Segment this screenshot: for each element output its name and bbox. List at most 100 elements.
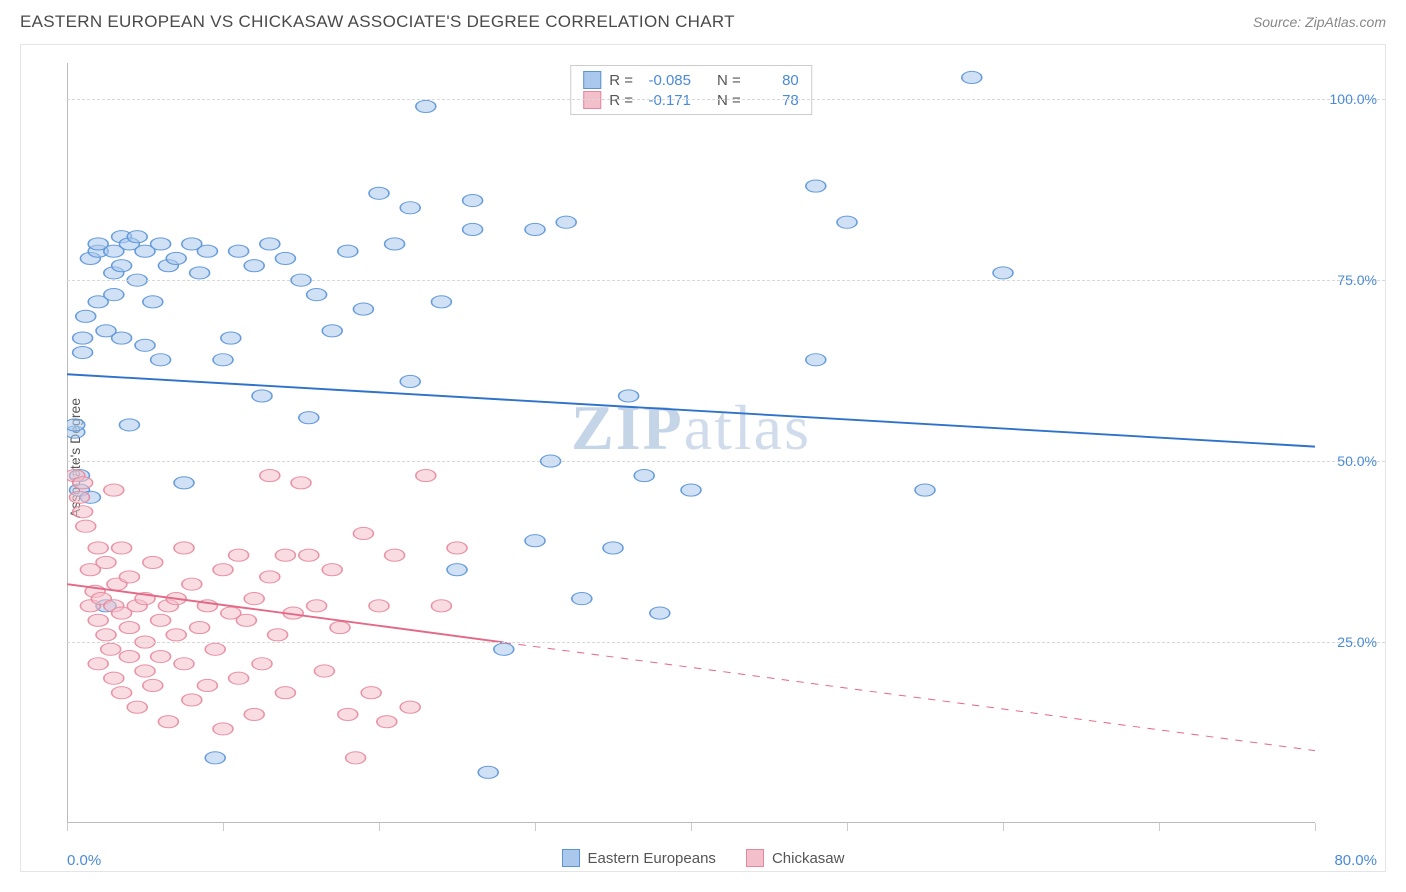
stats-legend: R = -0.085 N = 80 R = -0.171 N = 78 [570,65,812,115]
data-point [112,542,132,554]
x-tick [223,823,224,831]
data-point [166,252,186,264]
data-point [385,549,405,561]
x-tick [379,823,380,831]
data-point [275,252,295,264]
x-tick [67,823,68,831]
data-point [221,332,241,344]
data-point [213,564,233,576]
data-point [463,223,483,235]
data-point [151,354,171,366]
data-point [190,267,210,279]
data-point [135,339,155,351]
data-point [447,564,467,576]
gridline-h [67,642,1385,643]
data-point [416,469,436,481]
data-point [119,650,139,662]
data-point [143,296,163,308]
n-label: N = [717,72,741,89]
data-point [229,672,249,684]
data-point [603,542,623,554]
legend-item-eastern-europeans: Eastern Europeans [562,849,716,867]
data-point [416,100,436,112]
data-point [166,629,186,641]
data-point [346,752,366,764]
data-point [151,614,171,626]
data-point [307,600,327,612]
data-point [88,614,108,626]
data-point [993,267,1013,279]
data-point [260,571,280,583]
data-point [96,629,116,641]
data-point [369,600,389,612]
data-point [322,564,342,576]
data-point [197,245,217,257]
data-point [837,216,857,228]
data-point [525,535,545,547]
legend-item-chickasaw: Chickasaw [746,849,845,867]
x-tick [535,823,536,831]
data-point [119,621,139,633]
data-point [236,614,256,626]
data-point [244,708,264,720]
data-point [104,484,124,496]
data-point [275,687,295,699]
y-tick-label: 75.0% [1337,272,1377,288]
data-point [205,643,225,655]
data-point [119,419,139,431]
x-tick [1315,823,1316,831]
n-value: 80 [749,72,799,89]
data-point [431,296,451,308]
data-point [681,484,701,496]
data-point [119,571,139,583]
data-point [361,687,381,699]
data-point [299,549,319,561]
data-point [213,723,233,735]
data-point [151,650,171,662]
data-point [244,260,264,272]
data-point [182,694,202,706]
data-point [447,542,467,554]
data-point [88,542,108,554]
data-point [73,332,93,344]
data-point [112,260,132,272]
y-tick-label: 25.0% [1337,634,1377,650]
data-point [806,354,826,366]
data-point [104,672,124,684]
data-point [291,477,311,489]
data-point [88,658,108,670]
trend-line-extrapolated [504,642,1315,750]
data-point [299,412,319,424]
data-point [572,593,592,605]
data-point [151,238,171,250]
data-point [73,346,93,358]
data-point [400,701,420,713]
x-tick [847,823,848,831]
source-attribution: Source: ZipAtlas.com [1253,14,1386,30]
data-point [463,194,483,206]
data-point [619,390,639,402]
gridline-h [67,99,1385,100]
x-tick [1159,823,1160,831]
data-point [112,687,132,699]
data-point [76,310,96,322]
data-point [385,238,405,250]
data-point [73,477,93,489]
x-tick [1003,823,1004,831]
legend-swatch [746,849,764,867]
data-point [174,477,194,489]
trend-line [67,374,1315,446]
data-point [174,658,194,670]
data-point [556,216,576,228]
stats-row-series-0: R = -0.085 N = 80 [583,70,799,90]
data-point [174,542,194,554]
data-point [127,701,147,713]
data-point [494,643,514,655]
data-point [400,375,420,387]
data-point [338,245,358,257]
y-tick-label: 50.0% [1337,453,1377,469]
data-point [353,303,373,315]
data-point [330,621,350,633]
data-point [806,180,826,192]
data-point [69,491,89,503]
